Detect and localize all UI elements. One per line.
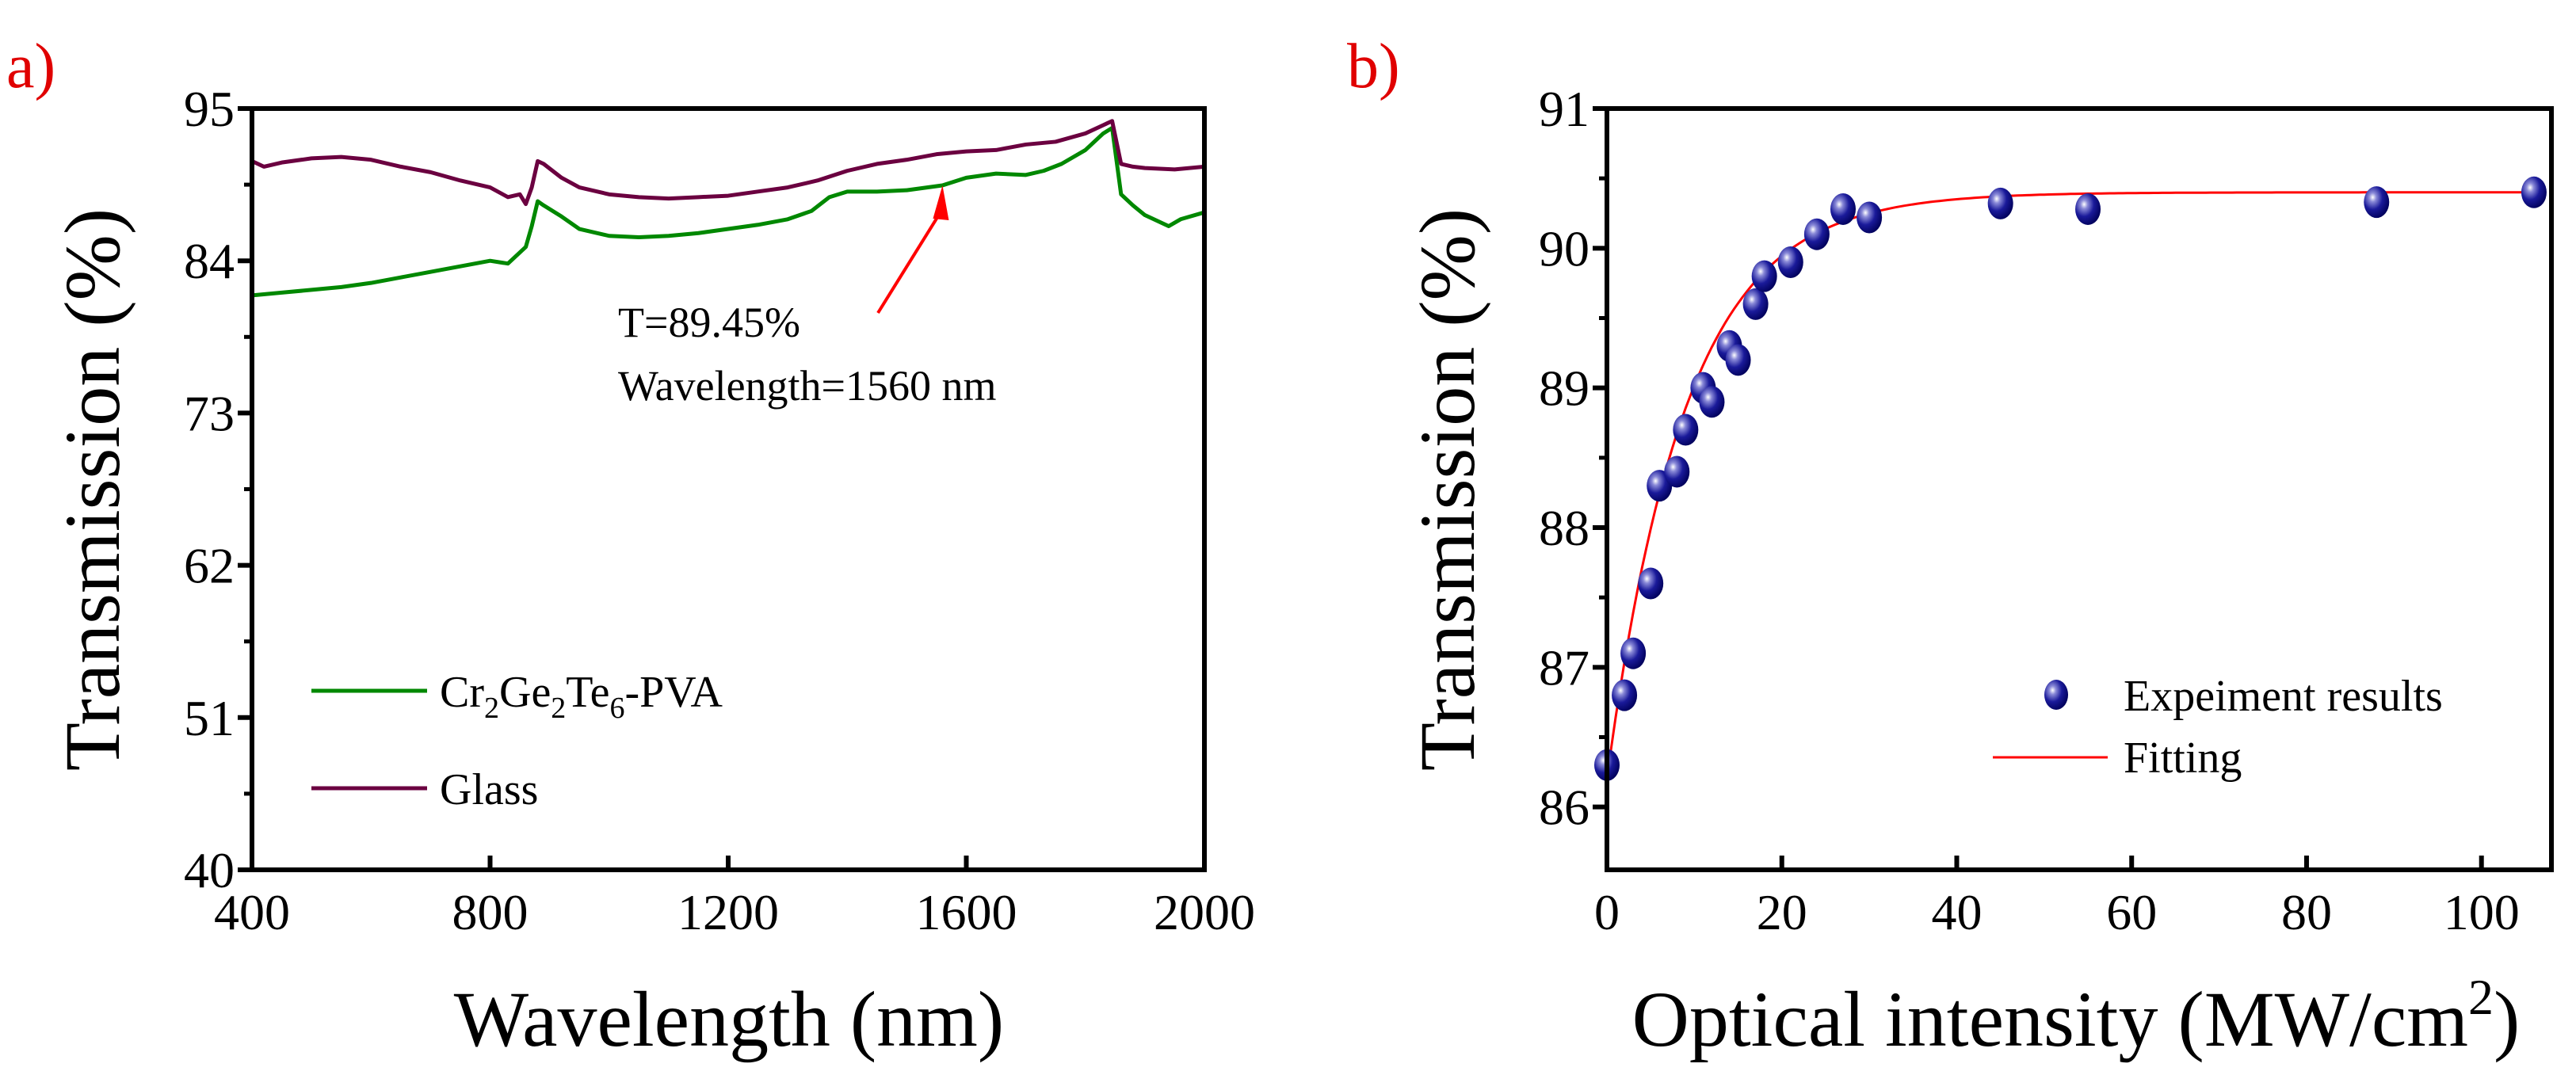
legend-marker-experiment [2044,680,2068,710]
x-tick-label-a: 1600 [916,884,1017,940]
x-tick-label-b: 100 [2444,884,2520,940]
y-axis-title-a: Transmission (%) [48,208,136,771]
axes-frame-b [1605,106,2554,872]
x-axis-title-b: Optical intensity (MW/cm2) [1632,969,2521,1063]
data-point [1777,246,1803,278]
ticks-b: 0 20 40 60 80 100 86 87 88 89 90 91 [1539,81,2520,940]
data-point [1830,193,1856,225]
y-tick-label-b: 90 [1539,220,1589,276]
ticks-a: 400 800 1200 1600 2000 40 51 62 73 84 95 [184,81,1255,940]
data-point [1664,456,1690,488]
y-tick-label-a: 84 [184,233,235,289]
legend-a: Cr2Ge2Te6-PVA Glass [311,668,723,814]
data-point [2521,176,2547,208]
data-point [2075,193,2101,225]
data-point [1638,567,1664,600]
panel-a: a) 400 800 1200 1600 2000 40 51 62 73 84 95 Wavele… [6,32,1255,1063]
panel-label-b: b) [1347,32,1400,101]
annotation-arrow [876,208,945,314]
series-line-cgt-pva [251,125,1205,298]
plot-area-a [250,119,1205,298]
data-point [1987,187,2013,219]
x-tick-label-b: 20 [1757,884,1807,940]
y-tick-label-b: 87 [1539,639,1589,696]
plot-area-b [1594,176,2547,781]
y-tick-label-b: 89 [1539,360,1589,417]
legend-b: Expeiment results Fitting [1993,672,2443,783]
annotation-arrow-head [933,185,949,220]
data-point [1803,218,1830,250]
data-point [1857,201,1883,234]
x-tick-label-a: 400 [214,884,290,940]
data-point [1751,260,1777,292]
y-tick-label-a: 40 [184,842,235,898]
x-tick-label-a: 800 [452,884,529,940]
annotation: T=89.45% Wavelength=1560 nm [618,185,997,410]
y-tick-label-b: 91 [1539,81,1589,137]
y-tick-label-b: 86 [1539,780,1589,836]
y-tick-label-a: 95 [184,81,235,137]
x-tick-label-b: 0 [1594,884,1620,940]
legend-label-cgt-pva: Cr2Ge2Te6-PVA [440,668,723,725]
x-axis-title-a: Wavelength (nm) [454,975,1004,1063]
data-point [1742,288,1769,320]
y-axis-title-b: Transmission (%) [1403,208,1491,771]
annotation-line-1: T=89.45% [618,299,800,346]
panel-b: b) 0 20 40 60 80 100 86 87 88 89 90 91 Optical inte… [1347,32,2554,1063]
x-tick-label-b: 80 [2281,884,2332,940]
legend-label-fitting: Fitting [2124,734,2242,783]
y-tick-label-a: 51 [184,690,235,746]
legend-label-experiment: Expeiment results [2124,672,2443,721]
y-tick-label-a: 62 [184,538,235,594]
y-tick-label-a: 73 [184,385,235,441]
data-point [1699,386,1725,418]
axes-frame-a [250,106,1207,872]
annotation-line-2: Wavelength=1560 nm [618,362,997,410]
x-tick-label-b: 60 [2106,884,2157,940]
x-tick-label-b: 40 [1931,884,1982,940]
series-line-glass [250,119,1205,207]
data-point [1673,414,1699,446]
data-point [2364,186,2390,219]
x-tick-label-a: 1200 [677,884,779,940]
panel-label-a: a) [6,32,55,101]
legend-label-glass: Glass [440,765,538,814]
data-point [1725,344,1751,376]
data-point [1620,637,1647,669]
data-point [1612,679,1638,711]
x-tick-label-a: 2000 [1154,884,1255,940]
y-tick-label-b: 88 [1539,500,1589,556]
